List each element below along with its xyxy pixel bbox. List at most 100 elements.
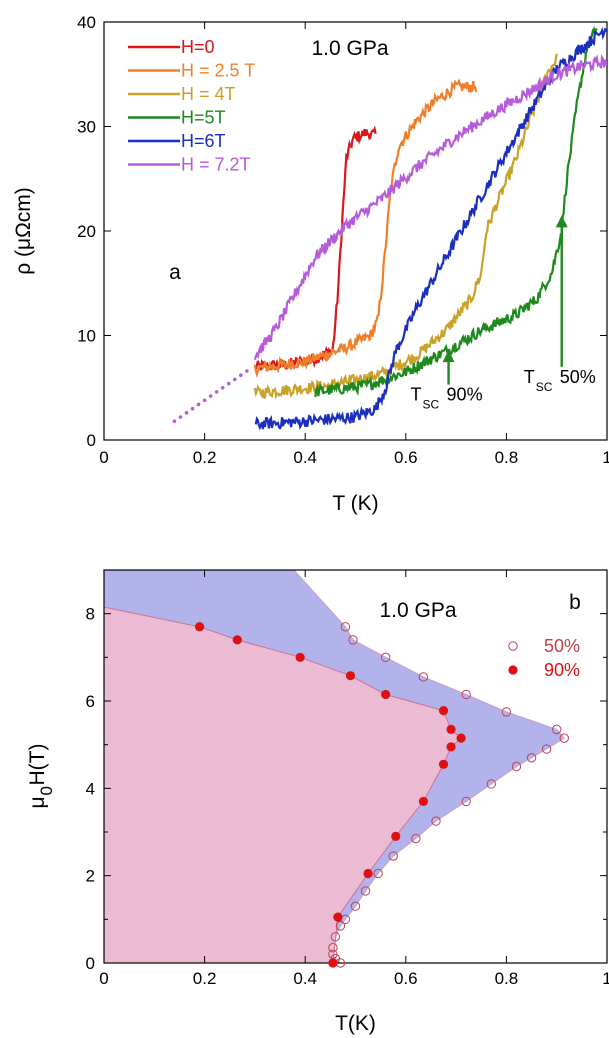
- panel-a-xtick-label: 0.6: [394, 448, 418, 467]
- panel-b-point-50: [501, 707, 512, 717]
- panel-b-point-50: [461, 796, 471, 807]
- panel-a-xtick-label: 0.4: [293, 448, 317, 467]
- panel-b-ytick-label: 2: [86, 867, 95, 886]
- panel-a-legend-label: H = 4T: [181, 84, 236, 104]
- panel-b-point-50: [411, 833, 421, 844]
- panel-b-legend-marker-90: [508, 665, 518, 675]
- panel-a-dotted-point: [214, 390, 219, 394]
- panel-b-point-90: [194, 622, 205, 632]
- panel-a-tsc-percent: 50%: [560, 367, 596, 387]
- panel-a-legend-label: H = 7.2T: [181, 155, 251, 175]
- panel-b-point-90: [438, 706, 449, 716]
- panel-b-point-50: [418, 672, 429, 682]
- panel-a-legend-label: H=0: [181, 37, 215, 57]
- panel-a-pressure-annotation: 1.0 GPa: [311, 37, 388, 60]
- panel-b-point-50: [526, 753, 537, 763]
- panel-b-xtick-label: 0.8: [495, 969, 519, 988]
- panel-a-dotted-point: [202, 398, 207, 403]
- panel-b-point-50: [373, 868, 383, 879]
- panel-b-point-50: [559, 733, 569, 743]
- panel-a-tsc-label: T: [411, 385, 422, 405]
- panel-a-series-line: [254, 26, 607, 431]
- panel-a-ytick-label: 30: [77, 118, 96, 137]
- panel-b-frame: [103, 569, 608, 964]
- panel-b-point-50: [511, 761, 522, 772]
- panel-b-ylabel-sub: 0: [37, 786, 56, 795]
- panel-a-tsc-subscript: SC: [423, 398, 440, 412]
- panel-a-xtick-label: 1: [602, 448, 609, 467]
- panel-b-point-90: [446, 742, 456, 752]
- panel-b-point-50: [388, 851, 398, 861]
- panel-b-point-90: [363, 868, 373, 879]
- panel-b-legend-marker-50: [508, 641, 518, 651]
- panel-b-ytick-label: 6: [86, 692, 95, 711]
- panel-a-xlabel: T (K): [332, 492, 378, 515]
- panel-b-point-50: [552, 724, 562, 735]
- panel-a-tsc-subscript: SC: [536, 380, 553, 394]
- panel-b-point-90: [295, 652, 305, 662]
- panel-b-point-90: [446, 724, 456, 734]
- panel-b-region-90: [104, 606, 462, 963]
- panel-a-ylabel: ρ (μΩcm): [12, 187, 35, 275]
- panel-b-point-90: [391, 831, 401, 841]
- panel-b-xtick-label: 0.2: [193, 969, 217, 988]
- panel-b-point-90: [232, 635, 242, 645]
- panel-b-point-50: [340, 622, 351, 632]
- panel-b-point-50: [486, 779, 497, 789]
- panel-a-label: a: [169, 261, 181, 284]
- panel-b-point-90: [333, 912, 343, 922]
- panel-a-series-line: [253, 54, 607, 361]
- panel-a-tsc-label: T: [524, 367, 535, 387]
- panel-a-xtick-label: 0.8: [495, 448, 519, 467]
- panel-a-dotted-point: [208, 394, 213, 398]
- panel-a-series-line: [253, 78, 478, 378]
- panel-a-dotted-point: [178, 415, 183, 419]
- panel-a-series-line: [253, 53, 558, 400]
- panel-a-dotted-point: [196, 402, 201, 407]
- panel-b-point-50: [431, 816, 441, 826]
- panel-a-series-line: [253, 125, 377, 374]
- panel-a-tsc-percent: 90%: [447, 385, 483, 405]
- panel-a-dotted-point: [245, 369, 249, 373]
- panel-a-dotted-point: [232, 377, 237, 382]
- panel-b-point-50: [360, 886, 371, 896]
- panel-b-xtick-label: 0.4: [293, 969, 317, 988]
- panel-a-dotted-point: [226, 381, 231, 386]
- panel-a-dotted-point: [184, 411, 189, 415]
- panel-b-ytick-label: 0: [86, 954, 95, 973]
- panel-b-ytick-label: 8: [86, 605, 95, 624]
- panel-a-tsc-arrowhead: [555, 215, 568, 228]
- panel-b-ytick-label: 4: [86, 779, 95, 798]
- panel-b-point-90: [328, 958, 338, 968]
- panel-b-point-50: [328, 943, 338, 953]
- panel-b-xtick-label: 0: [99, 969, 108, 988]
- panel-b-point-50: [541, 744, 552, 754]
- panel-a-ytick-label: 20: [77, 222, 96, 241]
- panel-a-legend-label: H=6T: [181, 131, 226, 151]
- panel-a-xtick-label: 0: [99, 448, 108, 467]
- panel-b-xtick-label: 0.6: [394, 969, 418, 988]
- panel-b-point-50: [335, 921, 346, 931]
- panel-b-ylabel-rest: H(T): [26, 744, 49, 786]
- panel-b-point-50: [348, 635, 358, 645]
- panel-b-point-50: [330, 932, 341, 942]
- panel-a-legend-label: H = 2.5 T: [181, 61, 255, 81]
- panel-a-ytick-label: 0: [87, 431, 96, 450]
- panel-b-ylabel: μ0H(T): [26, 744, 56, 809]
- panel-a-dotted-point: [239, 373, 243, 378]
- panel-b-point-90: [345, 671, 356, 681]
- panel-b-point-50: [350, 901, 361, 911]
- panel-b-label: b: [569, 591, 581, 614]
- panel-a-dotted-point: [220, 385, 225, 390]
- panel-a-ytick-label: 10: [77, 327, 96, 346]
- panel-a-ytick-label: 40: [77, 13, 96, 32]
- panel-a-legend-label: H=5T: [181, 108, 226, 128]
- panel-b-point-90: [418, 796, 429, 807]
- panel-b-point-50: [380, 652, 391, 663]
- panel-b-legend-label-50: 50%: [544, 636, 580, 656]
- panel-b-ylabel-mu: μ: [26, 796, 49, 808]
- panel-b-point-90: [381, 689, 391, 700]
- panel-b-point-90: [438, 759, 449, 769]
- panel-a-dotted-point: [190, 406, 195, 411]
